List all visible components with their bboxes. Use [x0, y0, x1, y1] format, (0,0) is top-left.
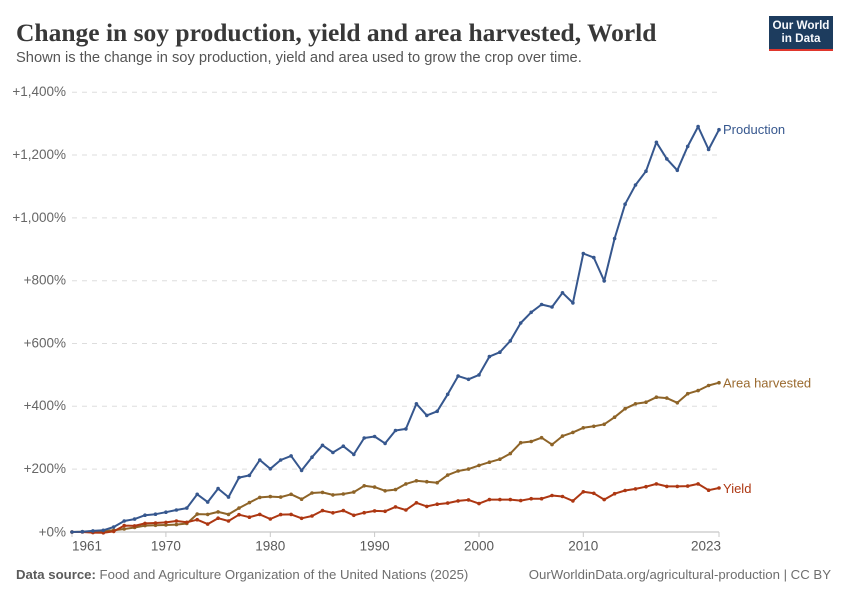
svg-text:+1,400%: +1,400% — [12, 84, 66, 99]
svg-text:1990: 1990 — [360, 539, 390, 554]
svg-text:+400%: +400% — [24, 398, 66, 413]
svg-text:+800%: +800% — [24, 273, 66, 288]
svg-text:Production: Production — [723, 122, 785, 137]
svg-text:1970: 1970 — [151, 539, 181, 554]
svg-text:Yield: Yield — [723, 481, 751, 496]
svg-text:2023: 2023 — [691, 539, 721, 554]
svg-text:1961: 1961 — [72, 539, 102, 554]
svg-text:+1,000%: +1,000% — [12, 210, 66, 225]
svg-text:2000: 2000 — [464, 539, 494, 554]
svg-text:+0%: +0% — [39, 525, 66, 540]
svg-text:+600%: +600% — [24, 335, 66, 350]
svg-text:+200%: +200% — [24, 461, 66, 476]
svg-text:+1,200%: +1,200% — [12, 147, 66, 162]
svg-text:Area harvested: Area harvested — [723, 376, 811, 391]
svg-text:2010: 2010 — [568, 539, 598, 554]
svg-text:1980: 1980 — [255, 539, 285, 554]
